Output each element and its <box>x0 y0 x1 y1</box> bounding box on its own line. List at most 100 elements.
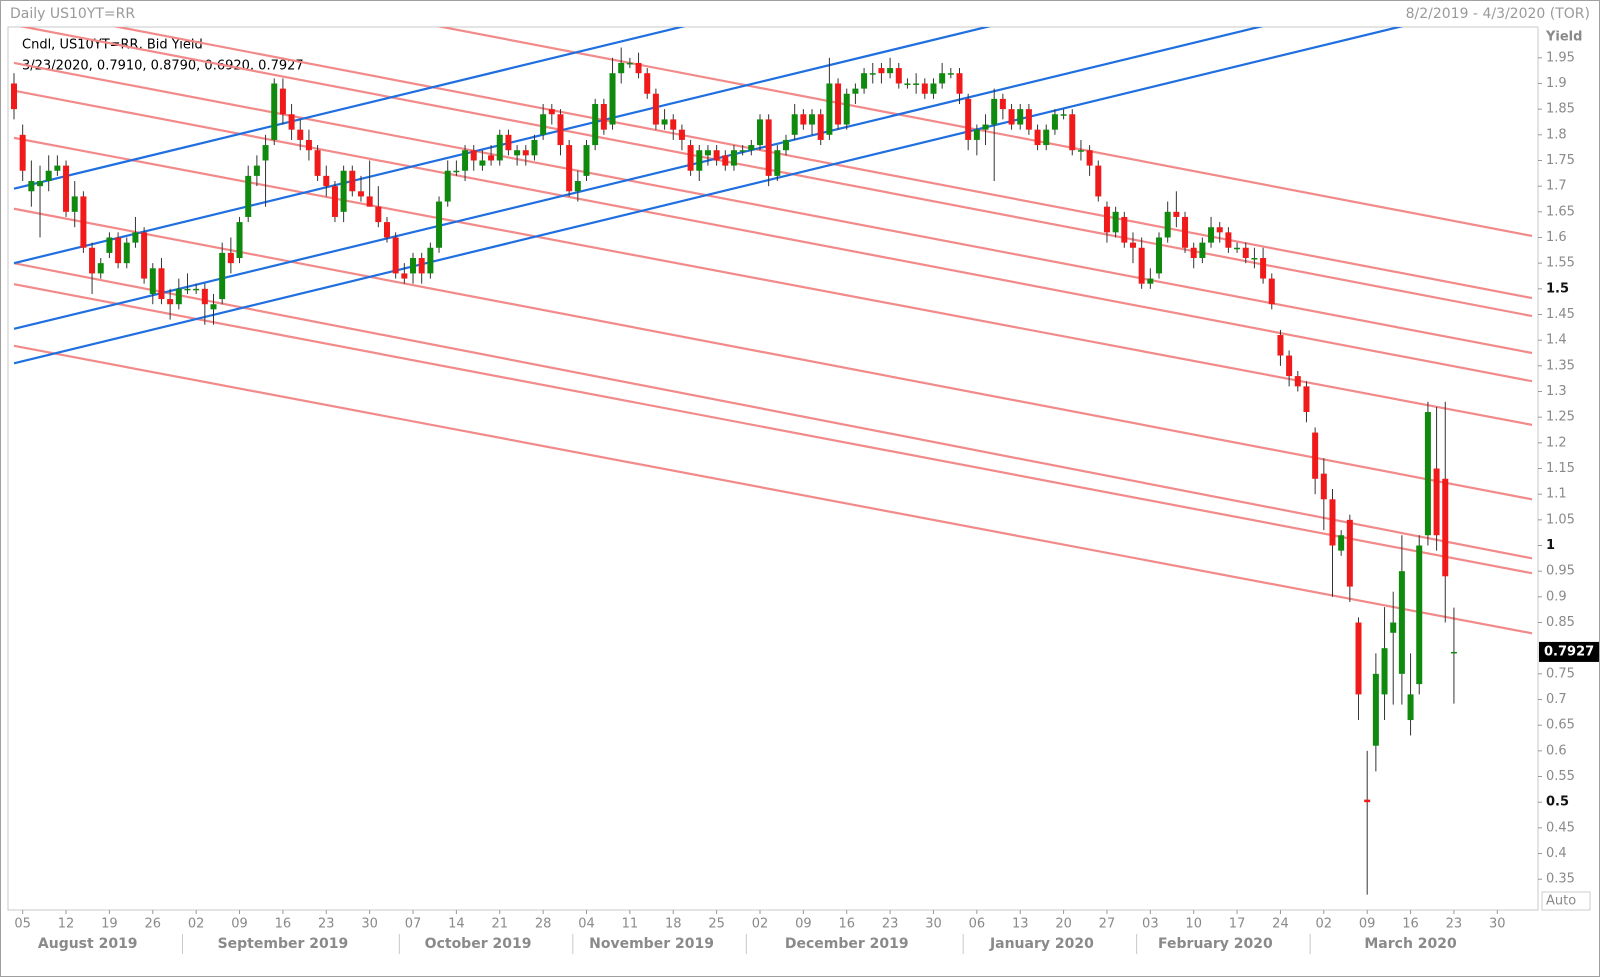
candle-body <box>904 83 911 85</box>
candle-body <box>1025 109 1032 130</box>
trendline <box>112 27 1533 300</box>
candle-body <box>1173 211 1180 217</box>
y-tick-label: 0.65 <box>1546 718 1575 733</box>
candle-body <box>106 237 113 253</box>
candle-body <box>1303 386 1310 413</box>
candle-body <box>331 186 338 217</box>
candle-body <box>514 150 521 156</box>
trendline <box>13 262 1533 560</box>
candle-body <box>826 83 833 135</box>
month-label: December 2019 <box>785 936 909 952</box>
chart-subtitle: 8/2/2019 - 4/3/2020 (TOR) <box>1406 6 1590 22</box>
candle-body <box>1450 651 1457 654</box>
x-tick-label: 02 <box>188 917 205 932</box>
y-tick-label: 0.9 <box>1546 589 1567 604</box>
candle-body <box>54 165 61 171</box>
candle-body <box>279 88 286 115</box>
trendline <box>13 207 1533 501</box>
x-tick-label: 02 <box>1316 917 1333 932</box>
candle-body <box>383 222 390 238</box>
candle-body <box>713 150 720 161</box>
candle-body <box>557 114 564 146</box>
candle-body <box>895 68 902 84</box>
candle-body <box>540 114 547 135</box>
candle-body <box>375 206 382 223</box>
trendline <box>13 136 1533 426</box>
candle-body <box>661 119 668 125</box>
y-tick-label: 0.45 <box>1546 820 1575 835</box>
candle-body <box>1390 622 1397 633</box>
candle-body <box>1208 227 1215 243</box>
x-tick-label: 16 <box>275 917 292 932</box>
candle-body <box>1199 242 1206 259</box>
candle-body <box>175 288 182 305</box>
candle-body <box>37 181 44 187</box>
candle-body <box>1442 478 1449 577</box>
x-tick-label: 18 <box>665 917 682 932</box>
y-tick-label: 1.65 <box>1546 204 1575 219</box>
candle-body <box>1051 114 1058 130</box>
trendline <box>436 27 1533 238</box>
candle-body <box>1398 571 1405 674</box>
candle-body <box>939 73 946 84</box>
trendlines <box>13 27 1533 635</box>
y-tick-label: 1.9 <box>1546 76 1567 91</box>
candle-body <box>609 73 616 125</box>
candle-body <box>783 139 790 151</box>
candle-body <box>444 170 451 202</box>
candle-body <box>245 175 252 217</box>
trendline <box>13 27 1404 365</box>
candle-body <box>1069 114 1076 151</box>
candle-body <box>600 104 607 130</box>
candle-body <box>236 222 243 259</box>
candle-body <box>1121 216 1128 243</box>
candle-body <box>1034 129 1041 146</box>
candle-body <box>548 109 555 115</box>
month-label: October 2019 <box>425 936 532 952</box>
candle-body <box>843 93 850 125</box>
y-tick-label: 1.8 <box>1546 127 1567 142</box>
y-tick-label: 0.35 <box>1546 872 1575 887</box>
candle-body <box>704 150 711 156</box>
x-tick-label: 17 <box>1229 917 1246 932</box>
candle-body <box>748 145 755 151</box>
candle-body <box>167 299 174 305</box>
candle-body <box>1182 216 1189 248</box>
candle-body <box>436 201 443 248</box>
candle-body <box>774 150 781 176</box>
candle-body <box>1242 247 1249 259</box>
candle-body <box>366 196 373 207</box>
y-tick-label: 0.4 <box>1546 846 1567 861</box>
candle-body <box>791 114 798 135</box>
y-tick-label: 1.95 <box>1546 50 1575 65</box>
candle-body <box>271 83 278 140</box>
candle-body <box>1216 227 1223 233</box>
x-tick-label: 23 <box>318 917 335 932</box>
x-tick-label: 23 <box>1446 917 1463 932</box>
candle-body <box>1129 242 1136 248</box>
y-tick-label: 1.4 <box>1546 333 1567 348</box>
candle-body <box>652 93 659 125</box>
candle-body <box>401 273 408 279</box>
candle-body <box>1077 150 1084 152</box>
candle-body <box>1355 622 1362 695</box>
candle-body <box>158 268 165 300</box>
candle-body <box>999 98 1006 110</box>
candle-body <box>574 181 581 192</box>
close-box <box>1539 641 1599 662</box>
candle-body <box>349 170 356 192</box>
candle-body <box>410 258 417 274</box>
plot-area <box>7 26 1539 911</box>
candle-body <box>626 62 633 65</box>
candle-body <box>1381 648 1388 695</box>
candle-body <box>1329 499 1336 546</box>
candle-body <box>1225 232 1232 248</box>
info-line: 3/23/2020, 0.7910, 0.8790, 0.6920, 0.792… <box>22 59 304 74</box>
trendline <box>13 89 1533 383</box>
x-tick-label: 06 <box>969 917 986 932</box>
candle-body <box>1043 129 1050 146</box>
candle-body <box>184 288 191 291</box>
x-tick-label: 04 <box>578 917 595 932</box>
candle-body <box>1286 355 1293 377</box>
axes: 0.35 0.4 0.45 0.5 0.55 0.6 0.65 0.7 0.75 0.85 0.9 0… <box>14 50 1599 954</box>
